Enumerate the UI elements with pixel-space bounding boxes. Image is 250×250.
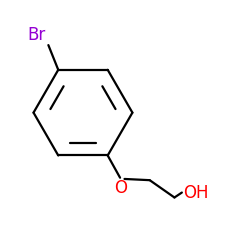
Text: OH: OH (183, 184, 208, 202)
Text: Br: Br (28, 26, 46, 44)
Text: O: O (114, 179, 127, 197)
